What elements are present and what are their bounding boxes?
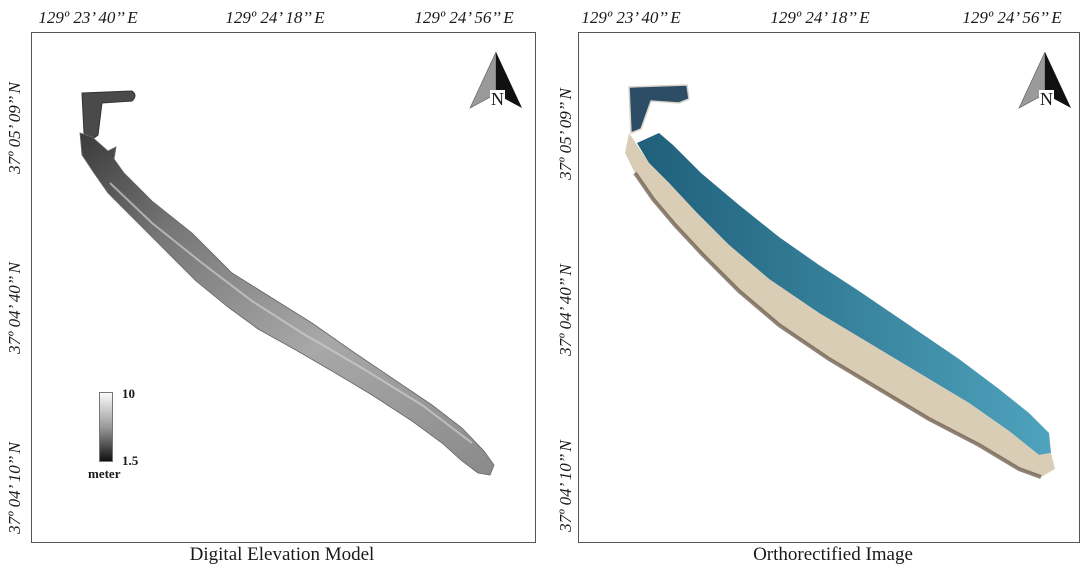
dem-coastline	[79, 132, 495, 476]
north-arrow: N	[466, 48, 526, 112]
elevation-legend-bar	[99, 392, 113, 462]
longitude-label-2: 129º 24’ 18’’ E	[770, 8, 870, 27]
dem-caption: Digital Elevation Model	[189, 544, 375, 565]
dem-map	[79, 90, 495, 476]
dem-pier	[81, 90, 136, 142]
ortho-map	[625, 84, 1055, 479]
longitude-label-1: 129º 23’ 40’’ E	[581, 8, 681, 27]
north-arrow-label: N	[1039, 89, 1054, 109]
dem-panel: 129º 23’ 40’’ E 129º 24’ 18’’ E 129º 24’…	[0, 0, 540, 572]
legend-min-label: 1.5	[122, 453, 139, 468]
ortho-map-frame: N	[578, 32, 1080, 543]
ortho-beach	[625, 133, 1055, 477]
ortho-pier	[628, 84, 690, 135]
ortho-caption: Orthorectified Image	[753, 544, 913, 565]
ortho-panel: 129º 23’ 40’’ E 129º 24’ 18’’ E 129º 24’…	[540, 0, 1081, 572]
latitude-label-3: 37º 04’ 10’’ N	[556, 440, 575, 532]
latitude-label-2: 37º 04’ 40’’ N	[556, 264, 575, 356]
dem-map-frame: 10 1.5 meter N	[31, 32, 536, 543]
legend-unit-label: meter	[88, 466, 121, 481]
latitude-label-1: 37º 05’ 09’’ N	[5, 82, 24, 174]
longitude-label-3: 129º 24’ 56’’ E	[414, 8, 514, 27]
latitude-label-2: 37º 04’ 40’’ N	[5, 262, 24, 354]
dem-ridge	[109, 182, 473, 444]
ortho-sea	[637, 133, 1051, 455]
legend-max-label: 10	[122, 386, 135, 401]
latitude-label-3: 37º 04’ 10’’ N	[5, 442, 24, 534]
longitude-label-2: 129º 24’ 18’’ E	[225, 8, 325, 27]
north-arrow: N	[1015, 48, 1075, 112]
north-arrow-label: N	[490, 89, 505, 109]
longitude-label-3: 129º 24’ 56’’ E	[962, 8, 1062, 27]
latitude-label-1: 37º 05’ 09’’ N	[556, 88, 575, 180]
longitude-label-1: 129º 23’ 40’’ E	[38, 8, 138, 27]
ortho-rock-edge	[633, 171, 1042, 479]
